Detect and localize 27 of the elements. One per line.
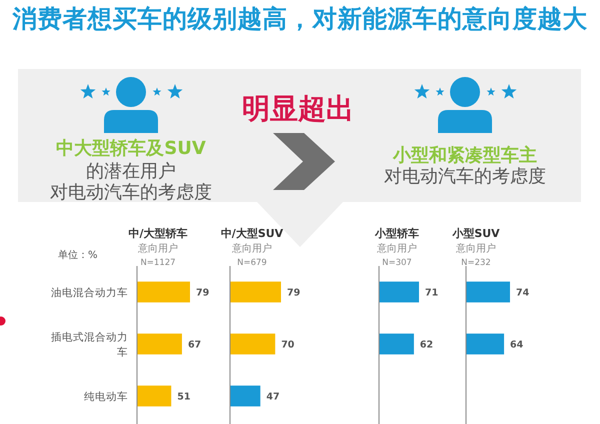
text: 小型和紧凑型车主 (392, 145, 537, 166)
data-label: 70 (281, 340, 295, 350)
data-label: 47 (266, 392, 280, 402)
data-label: 79 (196, 288, 210, 298)
y-tick-label: 插电式混合动力车 (51, 330, 128, 358)
data-label: 64 (510, 340, 524, 350)
chart-title: 小型SUV (451, 227, 500, 240)
data-label: 74 (516, 288, 530, 298)
text: 单位：% (58, 249, 98, 261)
chart-subtitle: 意向用户 (455, 242, 496, 254)
data-label: 79 (287, 288, 300, 298)
chart-subtitle: 意向用户 (137, 242, 178, 254)
data-label: 51 (177, 392, 190, 402)
text: 中大型轿车及SUV (56, 138, 206, 159)
data-label: 71 (425, 288, 438, 298)
text: 消费者想买车的级别越高，对新能源车的意向度越大 (12, 4, 588, 33)
text: 对电动汽车的考虑度 (50, 182, 212, 203)
annotation: N=232 (461, 258, 491, 268)
data-label: 62 (420, 340, 434, 350)
chart-title: 中/大型轿车 (128, 227, 188, 240)
annotation: N=1127 (140, 258, 176, 268)
text: 对电动汽车的考虑度 (384, 166, 546, 187)
y-tick-label: 纯电动车 (84, 390, 128, 403)
text: 的潜在用户 (86, 161, 176, 182)
text: 明显超出 (242, 92, 354, 125)
y-tick-label: 油电混合动力车 (51, 286, 128, 299)
data-label: 67 (188, 340, 202, 350)
